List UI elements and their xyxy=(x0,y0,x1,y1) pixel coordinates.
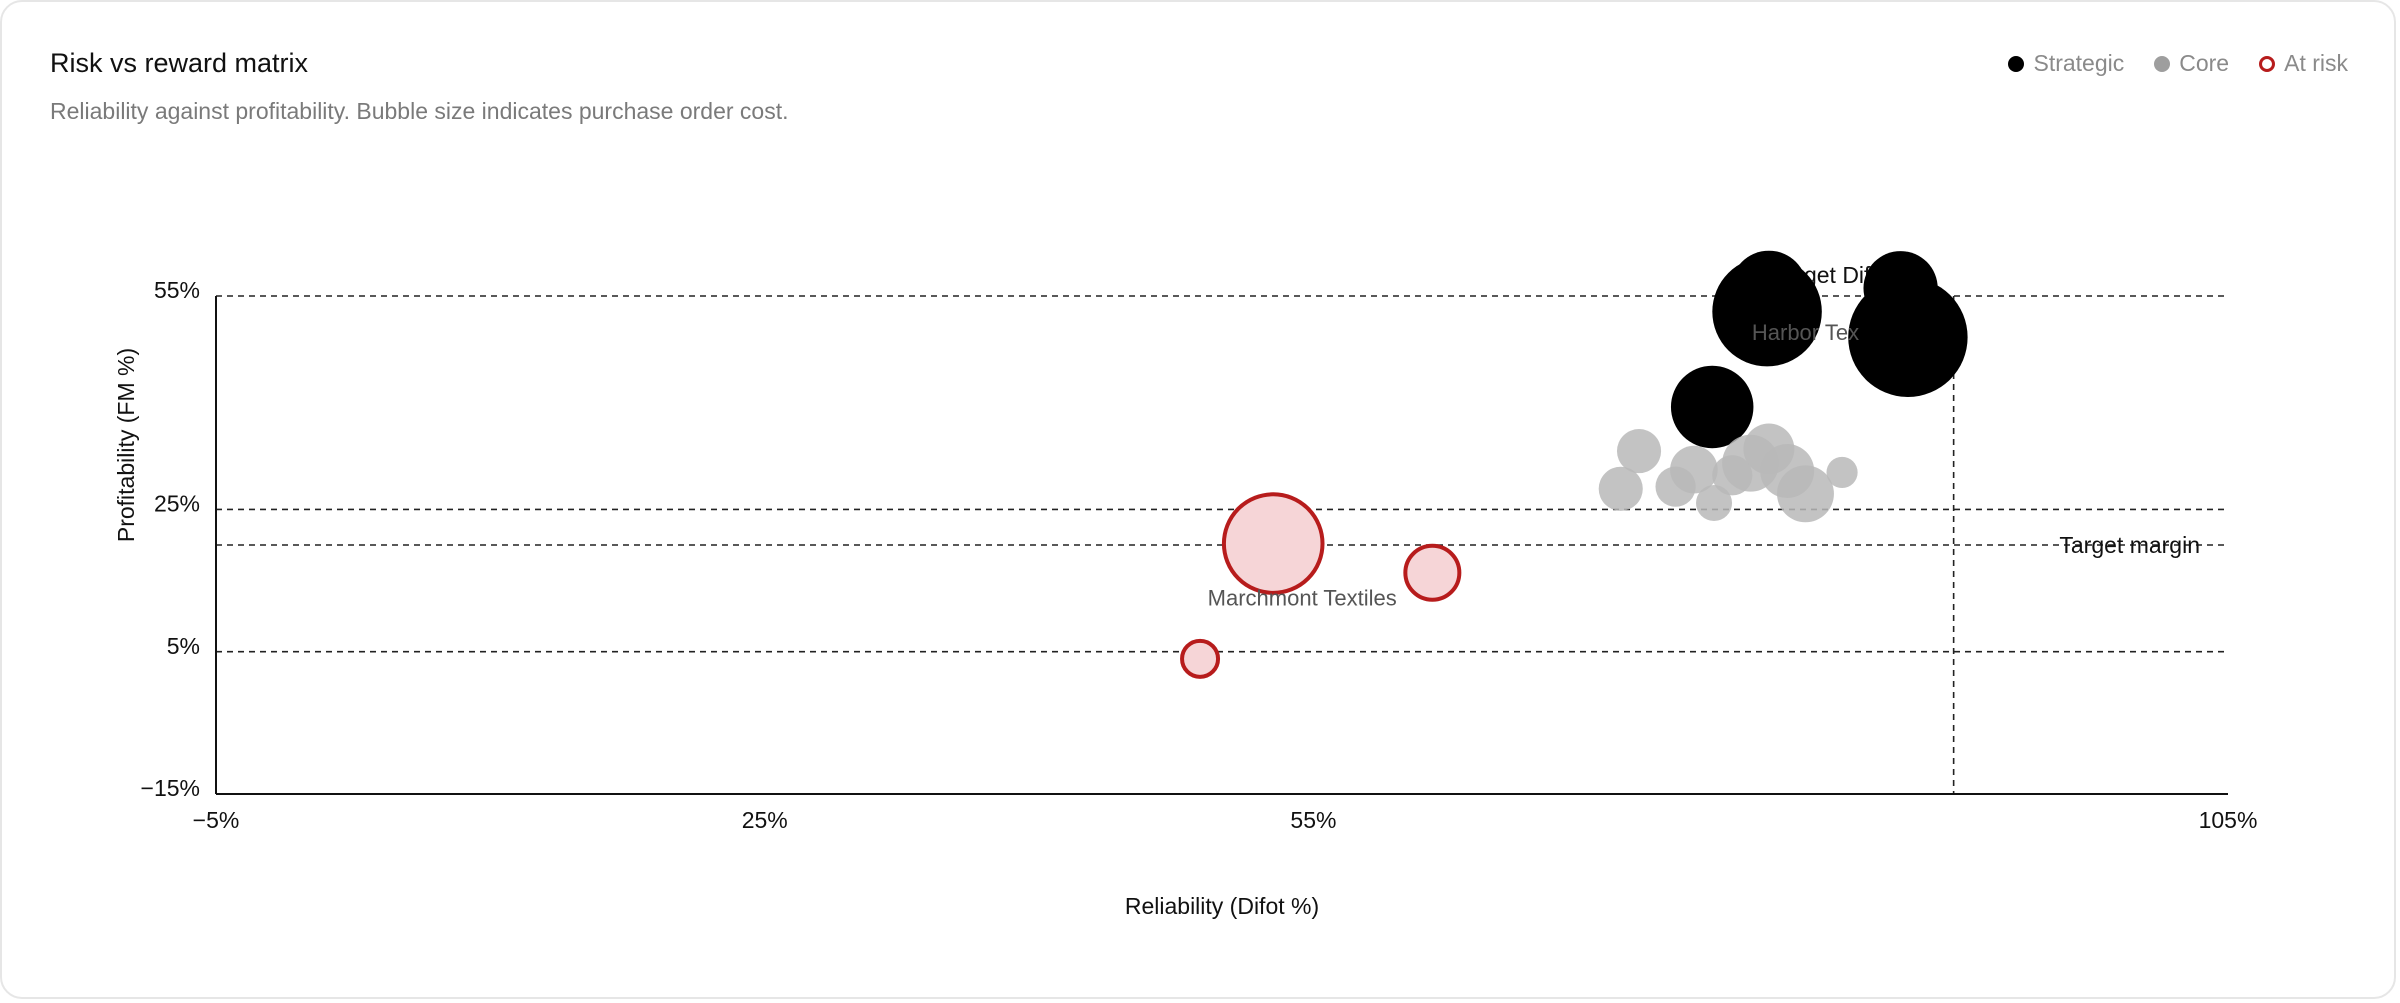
x-tick-label: 25% xyxy=(742,807,788,833)
legend-label-at-risk: At risk xyxy=(2284,50,2348,76)
x-tick-label: 55% xyxy=(1290,807,1336,833)
legend-item-at-risk[interactable]: At risk xyxy=(2259,50,2348,77)
bubble-label: Marchmont Textiles xyxy=(1208,586,1397,611)
bubble-at-risk xyxy=(1221,492,1325,595)
bubble-strategic xyxy=(1670,365,1754,449)
bubble-strategic xyxy=(1848,277,1968,397)
bubble-at-risk xyxy=(1403,543,1462,602)
bubble-at-risk xyxy=(1180,638,1221,679)
legend: Strategic Core At risk xyxy=(2008,50,2348,77)
bubble-core xyxy=(1598,466,1643,511)
y-tick-label: 55% xyxy=(154,277,200,303)
legend-swatch-core xyxy=(2154,55,2171,72)
x-tick-label: −5% xyxy=(193,807,240,833)
y-tick-label: −15% xyxy=(141,775,200,801)
chart-title: Risk vs reward matrix xyxy=(50,48,309,78)
legend-swatch-strategic xyxy=(2008,55,2025,72)
bubble-core xyxy=(1670,445,1718,494)
x-axis-label: Reliability (Difot %) xyxy=(1125,893,1319,919)
y-tick-label: 25% xyxy=(154,491,200,517)
bubble-core xyxy=(1696,485,1733,522)
bubble-core xyxy=(1777,465,1834,523)
x-tick-label: 105% xyxy=(2199,807,2258,833)
legend-item-core[interactable]: Core xyxy=(2154,50,2229,77)
annotation-label: Harbor Tex xyxy=(1752,320,1859,345)
legend-label-strategic: Strategic xyxy=(2033,50,2125,76)
bubble-core xyxy=(1616,429,1662,474)
legend-item-strategic[interactable]: Strategic xyxy=(2008,50,2124,77)
y-tick-label: 5% xyxy=(167,633,200,659)
bubble-strategic xyxy=(1712,256,1822,367)
y-axis-label: Profitability (FM %) xyxy=(113,348,139,542)
legend-swatch-at-risk xyxy=(2259,55,2276,72)
legend-label-core: Core xyxy=(2179,50,2230,76)
reference-label-target-margin: Target margin xyxy=(2059,532,2200,558)
bubble-core xyxy=(1826,456,1858,489)
chart-subtitle: Reliability against profitability. Bubbl… xyxy=(50,98,789,124)
